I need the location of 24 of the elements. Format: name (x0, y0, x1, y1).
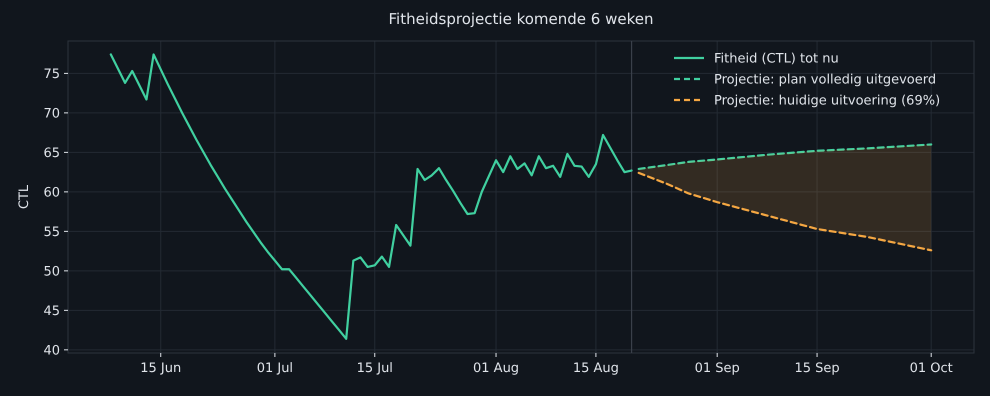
x-tick-label: 15 Sep (794, 361, 840, 376)
y-tick-label: 40 (43, 343, 60, 358)
y-tick-label: 75 (43, 66, 60, 82)
y-tick-label: 45 (43, 304, 60, 319)
y-axis-title: CTL (17, 184, 32, 210)
line-series (638, 143, 932, 170)
x-tick-label: 01 Aug (473, 361, 520, 376)
y-tick-label: 55 (43, 224, 60, 240)
legend-label: Projectie: huidige uitvoering (69%) (714, 94, 940, 109)
legend-label: Fitheid (CTL) tot nu (714, 52, 839, 67)
x-tick-label: 15 Jul (356, 361, 393, 376)
chart-title: Fitheidsprojectie komende 6 weken (388, 10, 654, 28)
y-tick-label: 60 (43, 185, 60, 200)
x-tick-label: 01 Sep (694, 361, 740, 376)
x-tick-label: 01 Jul (256, 361, 294, 376)
y-tick-label: 70 (43, 106, 60, 122)
x-tick-label: 15 Jun (140, 361, 182, 376)
line-series (110, 53, 633, 340)
line-series (638, 172, 932, 252)
y-tick-label: 65 (43, 146, 60, 161)
y-tick-label: 50 (43, 264, 60, 280)
x-tick-label: 01 Oct (910, 361, 953, 376)
legend-label: Projectie: plan volledig uitgevoerd (714, 72, 936, 88)
x-tick-label: 15 Aug (572, 361, 619, 376)
